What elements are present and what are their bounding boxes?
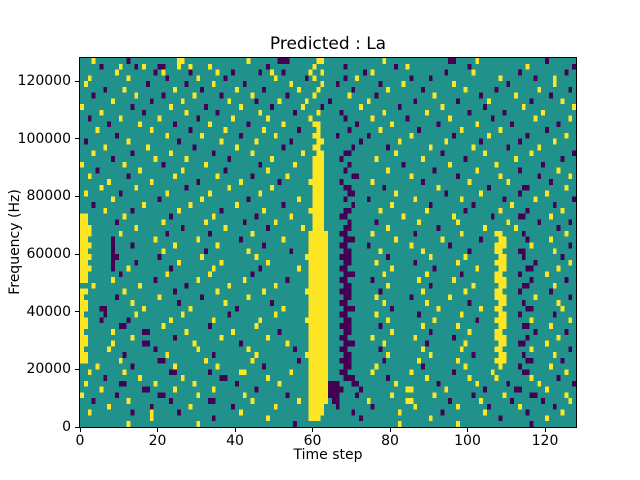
chart-title: Predicted : La — [269, 34, 387, 54]
x-tick-label: 60 — [303, 433, 322, 449]
y-tick-label: 100000 — [17, 130, 71, 147]
x-tick-label: 20 — [148, 433, 167, 449]
x-axis-label: Time step — [293, 447, 363, 463]
y-tick-mark — [75, 253, 79, 255]
y-axis-label: Frequency (Hz) — [7, 189, 23, 295]
y-tick-label: 40000 — [26, 303, 71, 320]
x-tick-label: 0 — [75, 433, 85, 449]
y-tick-mark — [75, 426, 79, 428]
y-tick-mark — [75, 138, 79, 140]
x-tick-mark — [79, 428, 81, 432]
y-tick-label: 120000 — [17, 73, 71, 90]
heatmap-image — [80, 58, 576, 427]
x-tick-mark — [467, 428, 468, 432]
x-tick-label: 100 — [454, 433, 481, 449]
y-tick-label: 0 — [62, 419, 71, 435]
y-tick-mark — [75, 311, 79, 313]
y-tick-label: 80000 — [26, 188, 71, 205]
x-tick-label: 40 — [226, 433, 244, 449]
y-tick-label: 20000 — [26, 361, 71, 378]
y-tick-label: 60000 — [26, 246, 71, 263]
y-tick-mark — [75, 195, 79, 197]
x-tick-mark — [312, 428, 313, 432]
x-tick-label: 120 — [531, 433, 559, 449]
x-tick-mark — [157, 428, 158, 432]
x-tick-mark — [234, 428, 236, 432]
x-tick-mark — [544, 428, 546, 432]
y-tick-mark — [75, 80, 79, 82]
plot-area — [79, 57, 577, 428]
x-tick-mark — [389, 428, 391, 432]
y-tick-mark — [75, 368, 79, 370]
x-tick-label: 80 — [381, 433, 399, 449]
